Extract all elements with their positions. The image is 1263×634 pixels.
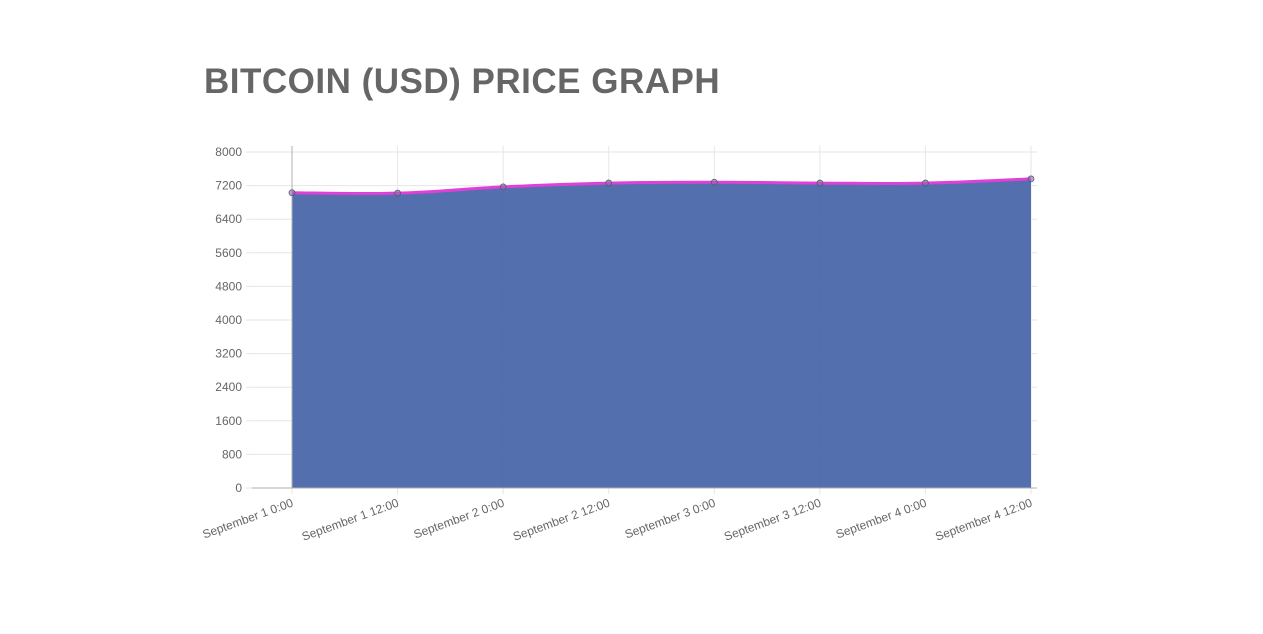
y-tick-label: 5600 bbox=[215, 246, 242, 260]
y-tick-label: 4800 bbox=[215, 279, 242, 293]
y-tick-label: 8000 bbox=[215, 145, 242, 159]
y-tick-label: 4000 bbox=[215, 313, 242, 327]
y-tick-label: 7200 bbox=[215, 179, 242, 193]
y-tick-label: 6400 bbox=[215, 212, 242, 226]
data-point bbox=[1027, 175, 1035, 183]
x-tick-label: September 3 0:00 bbox=[623, 496, 718, 542]
data-point bbox=[394, 189, 401, 197]
x-tick-label: September 3 12:00 bbox=[722, 496, 823, 544]
x-tick-label: September 4 12:00 bbox=[933, 496, 1034, 544]
y-tick-label: 2400 bbox=[215, 380, 242, 394]
x-tick-label: September 2 12:00 bbox=[511, 496, 612, 544]
x-tick-label: September 1 12:00 bbox=[300, 496, 401, 544]
y-tick-label: 3200 bbox=[215, 347, 242, 361]
x-tick-label: September 2 0:00 bbox=[412, 496, 507, 542]
y-tick-label: 800 bbox=[222, 447, 242, 461]
x-tick-label: September 1 0:00 bbox=[201, 496, 296, 542]
data-point bbox=[605, 179, 613, 187]
data-point bbox=[710, 178, 718, 186]
page-title: BITCOIN (USD) PRICE GRAPH bbox=[204, 62, 721, 101]
y-tick-label: 0 bbox=[235, 481, 242, 495]
data-point bbox=[922, 179, 929, 187]
price-line bbox=[291, 177, 1032, 196]
y-tick-label: 1600 bbox=[215, 414, 242, 428]
price-area bbox=[292, 178, 1031, 488]
data-point bbox=[499, 183, 507, 191]
x-tick-label: September 4 0:00 bbox=[834, 496, 929, 542]
data-point bbox=[288, 189, 296, 197]
chart-points bbox=[288, 175, 1035, 197]
data-point bbox=[816, 179, 824, 187]
chart-axes bbox=[252, 146, 1037, 489]
chart-area-layer bbox=[291, 177, 1032, 488]
